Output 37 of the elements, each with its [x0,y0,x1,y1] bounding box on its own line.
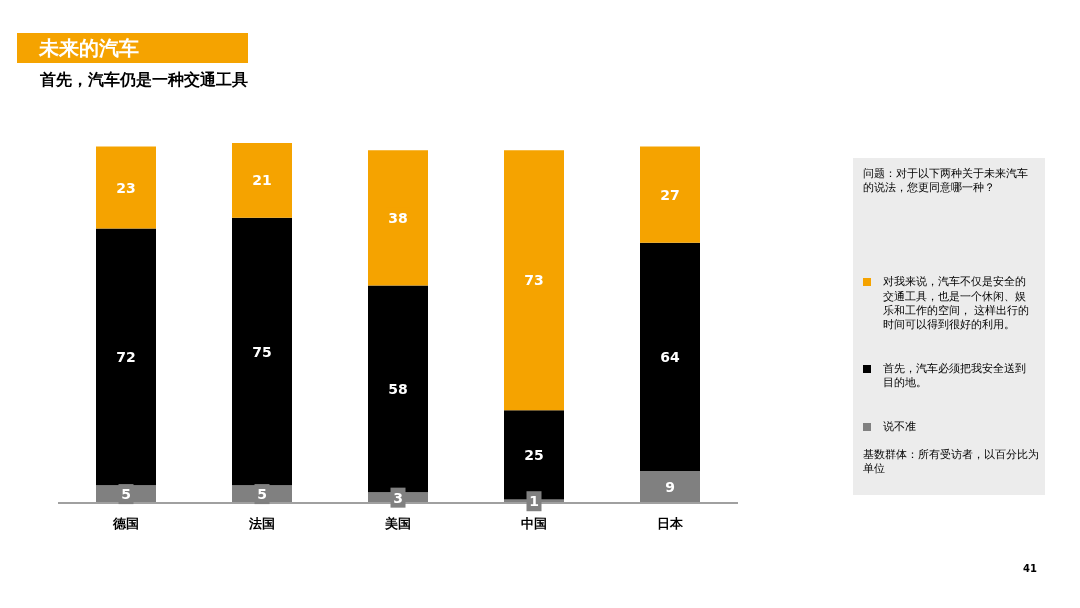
data-label: 25 [524,446,544,463]
data-label: 27 [660,186,680,203]
legend-title: 问题：对于以下两种关于未来汽车的说法，您更同意哪一种？ [863,166,1029,195]
bar [368,285,428,493]
data-label: 1 [529,493,539,510]
chart-title: 未来的汽车 [17,33,248,63]
legend-label: 首先，汽车必须把我安全送到目的地。 [883,361,1027,390]
data-label: 73 [524,272,544,289]
bar [640,146,700,243]
data-label: 3 [393,489,403,506]
bar [232,143,292,218]
bar [232,217,292,486]
data-label: 58 [388,380,408,397]
data-label: 64 [660,348,680,365]
data-label: 38 [388,209,408,226]
data-label: 5 [257,486,267,503]
data-label: 75 [252,343,272,360]
x-tick-label: 德国 [112,516,139,532]
data-label: 5 [121,486,131,503]
bar [368,150,428,286]
text: 41 [1023,563,1037,574]
legend-label: 对我来说，汽车不仅是安全的交通工具，也是一个休闲、娱乐和工作的空间， 这样出行的时间可以得到很好的利用。 [883,274,1031,332]
bar [504,150,564,411]
bar [640,242,700,471]
bar [96,228,156,486]
chart-subtitle: 首先，汽车仍是一种交通工具 [40,70,248,91]
x-tick-label: 法国 [248,516,275,532]
data-label: 9 [665,478,675,495]
x-tick-label: 日本 [657,516,684,532]
data-label: 72 [116,348,136,365]
text: 基数群体：所有受访者，以百分比为单位 [863,446,1040,475]
legend-label: 说不准 [883,419,916,434]
bar [96,146,156,229]
data-label: 21 [252,172,272,189]
x-tick-label: 美国 [384,516,411,532]
x-tick-label: 中国 [521,516,547,532]
data-label: 23 [116,179,136,196]
